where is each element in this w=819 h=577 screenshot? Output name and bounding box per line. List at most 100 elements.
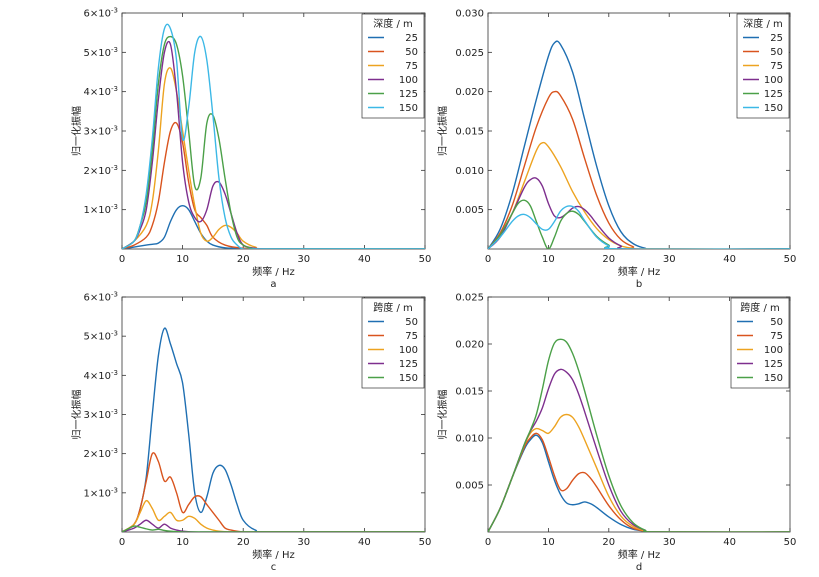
series-line-50 bbox=[488, 90, 790, 249]
y-tick-label: 6×10-3 bbox=[84, 291, 118, 304]
series-group bbox=[122, 327, 425, 532]
legend-label-150: 150 bbox=[764, 373, 783, 384]
legend-label-75: 75 bbox=[770, 61, 783, 72]
panel-a: 0 10 20 30 40 501×10-32×10-33×10-34×10-35×10-… bbox=[70, 7, 431, 291]
y-axis-label: 归一化振幅 bbox=[436, 106, 449, 156]
x-tick-label: 0 bbox=[485, 254, 491, 265]
panel-label: b bbox=[636, 279, 642, 290]
y-tick-mantissa: 3×10 bbox=[84, 410, 111, 421]
legend-box bbox=[361, 297, 425, 389]
series-line-125 bbox=[488, 199, 790, 249]
x-tick-label: 0 bbox=[119, 537, 125, 548]
legend-title: 深度 / m bbox=[743, 17, 782, 30]
y-tick-label: 5×10-3 bbox=[84, 330, 118, 343]
y-tick-label: 1×10-3 bbox=[84, 486, 118, 499]
series-line-150 bbox=[488, 338, 790, 532]
series-line-75 bbox=[488, 432, 790, 532]
y-tick-label: 4×10-3 bbox=[84, 85, 118, 98]
x-axis-label: 频率 / Hz bbox=[252, 265, 295, 278]
y-tick-exponent: -3 bbox=[111, 330, 118, 338]
series-line-150 bbox=[122, 23, 425, 249]
x-tick-label: 30 bbox=[297, 254, 310, 265]
series-line-150 bbox=[122, 525, 425, 532]
legend-label-50: 50 bbox=[770, 47, 783, 58]
y-tick-label: 0.025 bbox=[455, 293, 484, 304]
series-line-75 bbox=[122, 452, 425, 532]
y-tick-exponent: -3 bbox=[111, 125, 118, 133]
y-tick-label: 0.010 bbox=[455, 166, 484, 177]
y-tick-mantissa: 2×10 bbox=[84, 166, 111, 177]
legend-label-100: 100 bbox=[399, 75, 418, 86]
series-line-100 bbox=[122, 499, 425, 532]
series-line-100 bbox=[488, 413, 790, 532]
legend-label-125: 125 bbox=[764, 89, 783, 100]
legend-label-100: 100 bbox=[764, 345, 783, 356]
y-tick-mantissa: 6×10 bbox=[84, 293, 111, 304]
y-tick-label: 6×10-3 bbox=[84, 7, 118, 20]
y-tick-label: 0.015 bbox=[455, 127, 484, 138]
legend-label-150: 150 bbox=[399, 103, 418, 114]
legend-label-25: 25 bbox=[770, 33, 783, 44]
panel-b: 0 10 20 30 40 50 0.005 0.010 0.015 0.020 0.025 0.03… bbox=[436, 9, 796, 291]
x-tick-label: 10 bbox=[542, 254, 555, 265]
legend-label-100: 100 bbox=[399, 345, 418, 356]
y-tick-mantissa: 4×10 bbox=[84, 87, 111, 98]
panel-label: d bbox=[636, 562, 642, 573]
legend: 跨度 / m 50 75 100 125 150 bbox=[730, 297, 790, 389]
x-tick-label: 40 bbox=[723, 537, 736, 548]
legend-label-50: 50 bbox=[770, 317, 783, 328]
series-group bbox=[488, 338, 790, 532]
y-tick-mantissa: 1×10 bbox=[84, 205, 111, 216]
y-axis-label: 归一化振幅 bbox=[70, 106, 83, 156]
y-tick-mantissa: 1×10 bbox=[84, 488, 111, 499]
legend: 跨度 / m 50 75 100 125 150 bbox=[361, 297, 425, 389]
x-tick-label: 10 bbox=[176, 537, 189, 548]
series-line-50 bbox=[122, 327, 425, 532]
series-line-150 bbox=[488, 205, 790, 249]
x-tick-label: 10 bbox=[542, 537, 555, 548]
x-tick-label: 50 bbox=[784, 254, 797, 265]
y-tick-label: 2×10-3 bbox=[84, 164, 118, 177]
series-line-75 bbox=[122, 67, 425, 249]
x-tick-label: 20 bbox=[602, 537, 615, 548]
x-tick-label: 30 bbox=[297, 537, 310, 548]
series-line-25 bbox=[122, 205, 425, 249]
legend-label-75: 75 bbox=[770, 331, 783, 342]
panel-label: a bbox=[270, 279, 276, 290]
y-tick-label: 0.005 bbox=[455, 481, 484, 492]
y-tick-exponent: -3 bbox=[111, 164, 118, 172]
legend-title: 深度 / m bbox=[373, 17, 412, 30]
y-tick-label: 0.020 bbox=[455, 87, 484, 98]
y-tick-mantissa: 4×10 bbox=[84, 371, 111, 382]
x-axis-label: 频率 / Hz bbox=[618, 548, 661, 561]
legend-label-100: 100 bbox=[764, 75, 783, 86]
y-tick-label: 1×10-3 bbox=[84, 203, 118, 216]
x-tick-label: 50 bbox=[419, 254, 432, 265]
y-axis-label: 归一化振幅 bbox=[70, 390, 83, 440]
y-tick-exponent: -3 bbox=[111, 7, 118, 15]
x-tick-label: 40 bbox=[723, 254, 736, 265]
x-tick-label: 50 bbox=[784, 537, 797, 548]
y-tick-mantissa: 5×10 bbox=[84, 332, 111, 343]
series-line-125 bbox=[488, 368, 790, 532]
series-line-125 bbox=[122, 519, 425, 532]
panel-d: 0 10 20 30 40 50 0.005 0.010 0.015 0.020 0.025 跨度 /… bbox=[436, 293, 796, 574]
y-tick-label: 0.015 bbox=[455, 387, 484, 398]
y-tick-label: 3×10-3 bbox=[84, 408, 118, 421]
y-tick-label: 2×10-3 bbox=[84, 447, 118, 460]
legend-label-125: 125 bbox=[399, 89, 418, 100]
y-tick-label: 5×10-3 bbox=[84, 46, 118, 59]
legend-label-150: 150 bbox=[399, 373, 418, 384]
legend-label-75: 75 bbox=[405, 331, 418, 342]
y-tick-exponent: -3 bbox=[111, 85, 118, 93]
y-tick-exponent: -3 bbox=[111, 408, 118, 416]
legend-box bbox=[730, 297, 790, 389]
series-line-125 bbox=[122, 35, 425, 249]
legend-label-25: 25 bbox=[405, 33, 418, 44]
y-tick-exponent: -3 bbox=[111, 486, 118, 494]
legend-label-125: 125 bbox=[764, 359, 783, 370]
y-tick-label: 4×10-3 bbox=[84, 369, 118, 382]
legend-label-50: 50 bbox=[405, 47, 418, 58]
legend-title: 跨度 / m bbox=[740, 301, 779, 314]
